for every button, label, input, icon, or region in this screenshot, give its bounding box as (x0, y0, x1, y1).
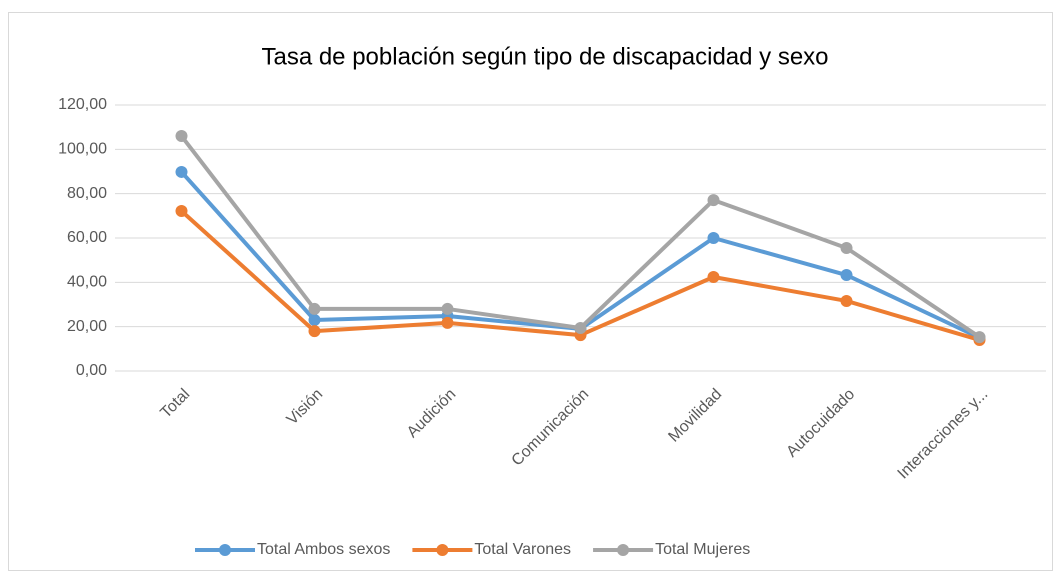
chart-frame (8, 12, 1053, 571)
y-tick-label: 20,00 (67, 318, 107, 335)
y-tick-label: 0,00 (76, 362, 107, 379)
point (707, 232, 720, 244)
y-tick-label: 100,00 (58, 141, 107, 158)
legend-label: Total Ambos sexos (257, 541, 390, 558)
point (308, 302, 321, 315)
legend-marker (219, 544, 231, 556)
point (175, 165, 188, 178)
y-tick-label: 40,00 (67, 274, 107, 291)
y-tick-label: 60,00 (67, 229, 107, 246)
y-tick-label: 80,00 (67, 185, 107, 202)
point (707, 194, 720, 207)
point (441, 316, 454, 329)
point (840, 294, 853, 307)
legend-marker (436, 544, 449, 556)
point (840, 241, 853, 254)
legend-label: Total Varones (474, 541, 571, 558)
point (840, 269, 853, 282)
point (973, 331, 986, 344)
point (308, 314, 321, 327)
legend-marker (617, 544, 630, 556)
point (707, 271, 720, 284)
chart-title: Tasa de población según tipo de discapac… (261, 43, 828, 70)
point (175, 204, 188, 217)
point (574, 321, 587, 334)
point (175, 130, 188, 143)
y-tick-label: 120,00 (58, 96, 107, 113)
point (308, 325, 321, 338)
legend-label: Total Mujeres (655, 541, 750, 558)
point (441, 302, 454, 315)
